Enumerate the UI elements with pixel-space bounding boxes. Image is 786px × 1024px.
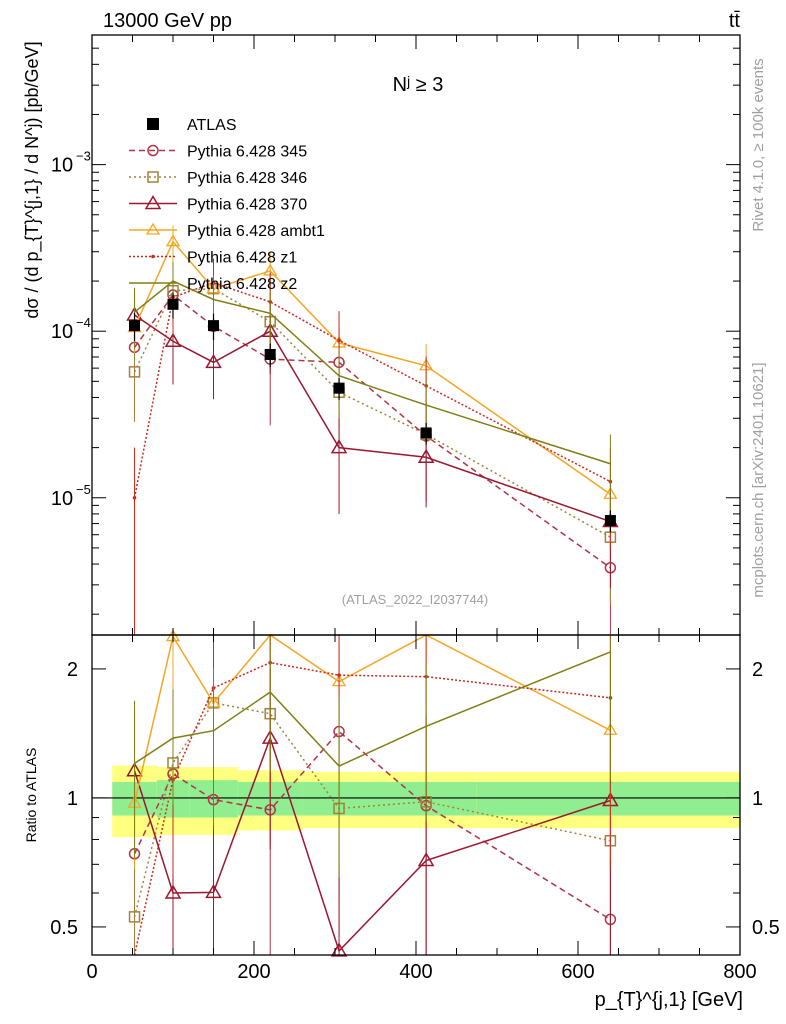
legend: ATLAS Pythia 6.428 345 Pythia 6.428 346 Pyt… bbox=[129, 117, 325, 293]
ratio-point bbox=[337, 673, 341, 677]
ratio-point bbox=[330, 942, 348, 957]
y-tick-exponent: −5 bbox=[76, 482, 91, 497]
data-point bbox=[165, 234, 181, 247]
legend-label: Pythia 6.428 346 bbox=[187, 170, 307, 187]
ratio-point bbox=[417, 852, 435, 867]
analysis-label: (ATLAS_2022_I2037744) bbox=[342, 592, 488, 607]
data-point bbox=[604, 515, 616, 527]
y-tick-label: 10 bbox=[51, 155, 73, 177]
data-point bbox=[333, 382, 345, 394]
series-pythia-6.428-z2 bbox=[134, 262, 611, 878]
ratio-tick-label: 1 bbox=[67, 788, 78, 810]
legend-item: Pythia 6.428 z2 bbox=[129, 276, 297, 293]
x-tick-label: 0 bbox=[86, 961, 97, 983]
legend-item: Pythia 6.428 345 bbox=[129, 144, 307, 161]
legend-item: Pythia 6.428 370 bbox=[129, 195, 307, 214]
series-layer bbox=[126, 225, 619, 957]
rivet-label: Rivet 4.1.0, ≥ 100k events bbox=[750, 58, 767, 231]
ratio-line bbox=[134, 651, 611, 767]
energy-label: 13000 GeV pp bbox=[103, 10, 232, 32]
data-point bbox=[337, 338, 341, 343]
data-point bbox=[417, 448, 435, 464]
data-point bbox=[264, 348, 276, 360]
data-point bbox=[420, 427, 432, 439]
mcplots-label: mcplots.cern.ch [arXiv:2401.10621] bbox=[750, 362, 767, 597]
x-tick-label: 200 bbox=[237, 961, 270, 983]
data-point bbox=[164, 332, 182, 348]
legend-label: ATLAS bbox=[187, 117, 237, 134]
ratio-tick-label: 2 bbox=[67, 659, 78, 681]
x-tick-label: 800 bbox=[723, 961, 756, 983]
data-point bbox=[330, 439, 348, 454]
legend-item-atlas: ATLAS bbox=[147, 117, 237, 134]
y-tick-label: 10 bbox=[51, 488, 73, 510]
legend-marker bbox=[147, 144, 159, 157]
x-tick-label: 600 bbox=[561, 961, 594, 983]
ratio-tick-label-right: 2 bbox=[752, 659, 763, 681]
x-tick-label: 400 bbox=[399, 961, 432, 983]
series-line bbox=[134, 314, 611, 523]
ratio-tick-label-right: 1 bbox=[752, 788, 763, 810]
series-pythia-6.428-345 bbox=[128, 273, 617, 955]
ratio-y-axis-label: Ratio to ATLAS bbox=[23, 748, 39, 843]
legend-marker bbox=[145, 222, 161, 235]
series-line bbox=[133, 293, 611, 569]
ratio-point bbox=[205, 883, 222, 899]
legend-label: Pythia 6.428 370 bbox=[187, 197, 307, 214]
process-label: tt̄ bbox=[729, 10, 741, 32]
legend-marker bbox=[147, 171, 159, 183]
series-atlas bbox=[129, 292, 616, 533]
data-point bbox=[132, 495, 137, 500]
x-axis-label: p_{T}^{j,1} [GeV] bbox=[595, 989, 743, 1011]
legend-marker bbox=[144, 195, 162, 210]
data-point bbox=[128, 366, 141, 378]
legend-label: Pythia 6.428 z1 bbox=[187, 250, 297, 267]
legend-item: Pythia 6.428 346 bbox=[129, 170, 307, 187]
y-tick-exponent: −3 bbox=[76, 149, 91, 164]
legend-marker bbox=[147, 118, 159, 130]
y-axis-label: dσ / (d p_{T}^{j,1} / d N^j) [pb/GeV] bbox=[22, 41, 43, 318]
ratio-point bbox=[164, 884, 182, 899]
series-line bbox=[133, 287, 611, 538]
legend-marker bbox=[151, 254, 155, 259]
data-point bbox=[129, 320, 141, 332]
legend-item: Pythia 6.428 ambt1 bbox=[129, 222, 325, 240]
ratio-tick-label: 0.5 bbox=[50, 917, 78, 939]
y-tick-label: 10 bbox=[51, 321, 73, 343]
data-point bbox=[205, 353, 222, 369]
uncertainty-band-inner bbox=[476, 781, 740, 816]
legend-item: Pythia 6.428 z1 bbox=[129, 250, 297, 267]
ratio-panel bbox=[92, 765, 740, 838]
series-pythia-6.428-346 bbox=[128, 261, 617, 955]
panel-title: Nʲ ≥ 3 bbox=[393, 74, 444, 96]
data-point bbox=[167, 298, 179, 310]
legend-label: Pythia 6.428 ambt1 bbox=[187, 223, 325, 240]
legend-label: Pythia 6.428 z2 bbox=[187, 276, 297, 293]
legend-label: Pythia 6.428 345 bbox=[187, 144, 307, 161]
ratio-tick-label-right: 0.5 bbox=[752, 917, 780, 939]
data-point bbox=[208, 320, 219, 332]
ratio-point bbox=[128, 911, 141, 923]
series-line bbox=[134, 280, 611, 465]
y-tick-exponent: −4 bbox=[76, 315, 91, 330]
